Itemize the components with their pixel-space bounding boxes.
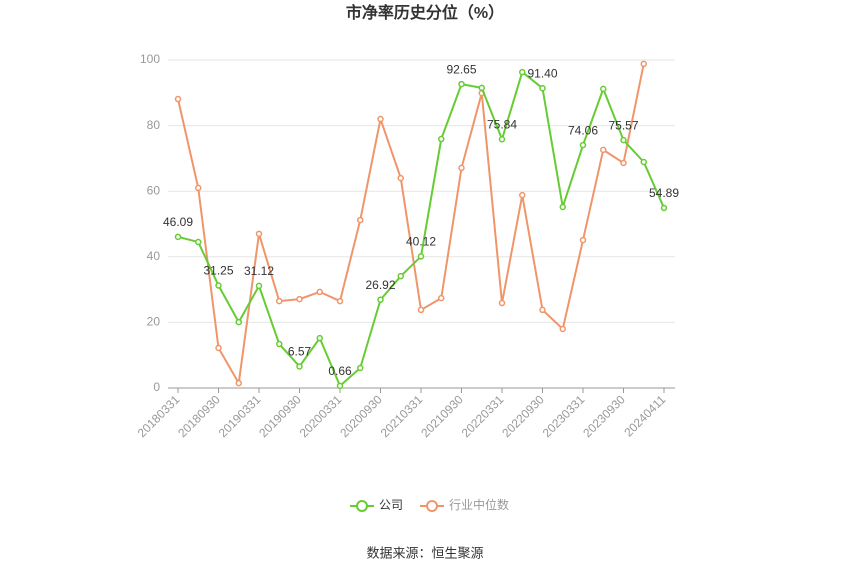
y-tick-label: 80 (147, 118, 161, 132)
x-tick-label: 20220930 (499, 392, 547, 440)
chart-title: 市净率历史分位（%） (346, 3, 504, 22)
point (417, 253, 425, 260)
source: 数据来源：恒生聚源 (366, 545, 483, 560)
data-label: 6.57 (288, 345, 312, 359)
y-tick-label: 40 (147, 249, 161, 263)
point (215, 344, 222, 352)
point (579, 141, 587, 149)
point (336, 297, 344, 305)
point (296, 295, 303, 303)
data-label: 54.89 (649, 186, 679, 200)
data-label: 92.65 (446, 62, 476, 76)
point (336, 382, 344, 390)
y-tick-label: 0 (153, 380, 160, 394)
point (255, 282, 263, 290)
data-label: 31.12 (244, 264, 274, 278)
x-tick-label: 20190930 (256, 392, 304, 440)
data-label: 0.66 (328, 364, 352, 378)
point (519, 68, 526, 76)
point (539, 84, 546, 92)
point (174, 95, 182, 103)
point (235, 318, 242, 326)
point (600, 146, 607, 154)
x-tick-label: 20220331 (459, 392, 507, 440)
y-tick-label: 100 (140, 52, 160, 66)
data-label: 74.06 (568, 123, 598, 137)
legend-marker (426, 500, 438, 512)
point (255, 230, 263, 238)
x-tick-label: 20200930 (337, 392, 385, 440)
point (640, 60, 647, 68)
point (539, 306, 546, 314)
data-label: 91.40 (527, 66, 557, 80)
legend-label: 公司 (379, 498, 403, 512)
data-label: 26.92 (365, 278, 395, 292)
point (296, 363, 303, 370)
x-tick-label: 20180930 (175, 392, 223, 440)
x-tick-label: 20200331 (297, 392, 345, 440)
point (377, 296, 384, 303)
point (195, 184, 202, 192)
point (600, 85, 607, 93)
point (559, 325, 566, 333)
x-tick-label: 20210331 (378, 392, 426, 440)
point (357, 364, 364, 372)
point (276, 297, 283, 305)
x-tick-label: 20240411 (621, 392, 668, 439)
point (316, 334, 323, 342)
data-label: 31.25 (203, 264, 233, 278)
data-label: 40.12 (406, 235, 436, 249)
point (397, 272, 404, 280)
point (235, 379, 242, 387)
point (498, 135, 506, 143)
legend-label: 行业中位数 (449, 497, 509, 512)
point (458, 164, 465, 172)
point (397, 174, 404, 182)
point (519, 191, 526, 199)
x-tick-label: 20210930 (418, 392, 466, 440)
y-tick-label: 60 (147, 183, 161, 197)
data-label: 75.84 (487, 117, 517, 131)
point (660, 204, 668, 212)
point (620, 159, 627, 167)
point (174, 233, 182, 241)
legend-marker (356, 500, 368, 512)
point (620, 136, 627, 144)
point (417, 306, 425, 314)
point (438, 135, 445, 143)
point (357, 216, 364, 224)
x-tick-label: 20230331 (540, 392, 588, 440)
point (316, 288, 323, 296)
series-line (177, 63, 645, 387)
point (458, 80, 465, 88)
point (640, 158, 647, 166)
point (498, 299, 506, 307)
point (195, 238, 202, 246)
point (215, 282, 222, 289)
data-label: 75.57 (608, 118, 638, 132)
point (377, 115, 384, 123)
point (276, 340, 283, 348)
y-tick-label: 20 (147, 315, 161, 329)
point (579, 236, 587, 244)
x-tick-label: 20230930 (580, 392, 628, 440)
x-tick-label: 20190331 (216, 392, 264, 440)
point (438, 294, 445, 302)
point (478, 84, 485, 92)
x-tick-label: 20180331 (135, 392, 183, 440)
point (559, 203, 566, 211)
series-line (177, 70, 665, 388)
data-label: 46.09 (163, 215, 193, 229)
